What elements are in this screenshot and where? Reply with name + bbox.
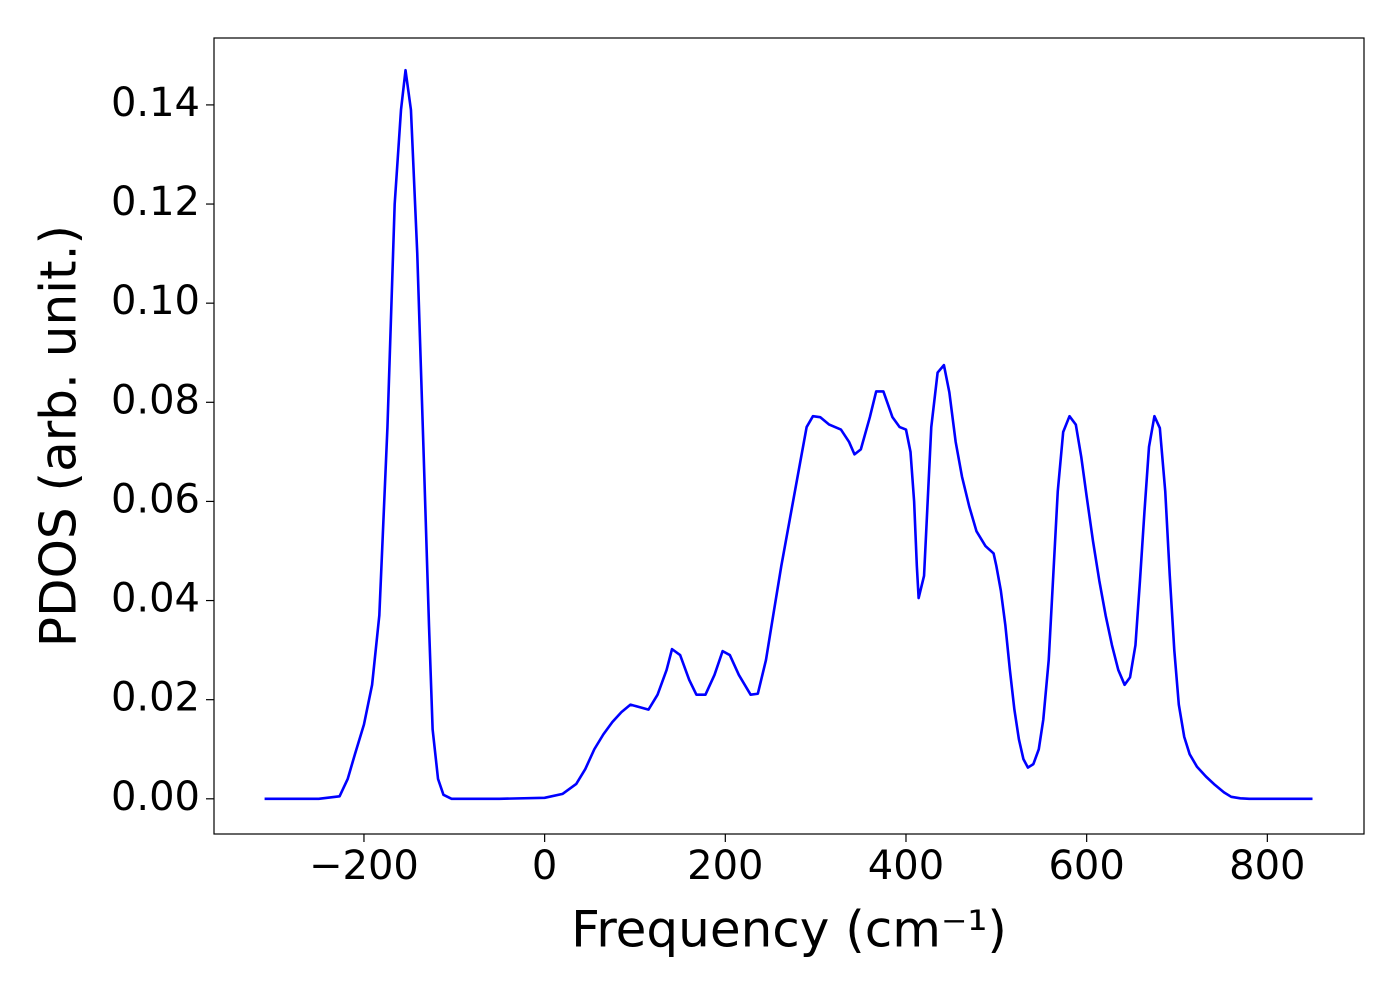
- y-tick-label: 0.04: [111, 576, 200, 622]
- x-tick-label: 0: [532, 843, 557, 889]
- y-tick-label: 0.00: [111, 774, 200, 820]
- x-tick-label: 600: [1048, 843, 1124, 889]
- y-tick-label: 0.10: [111, 278, 200, 324]
- y-tick-label: 0.12: [111, 179, 200, 225]
- x-axis-label: Frequency (cm⁻¹): [571, 901, 1007, 959]
- x-tick-label: 400: [868, 843, 944, 889]
- y-tick-label: 0.14: [111, 80, 200, 126]
- x-tick-label: 200: [687, 843, 763, 889]
- x-tick-label: −200: [309, 843, 419, 889]
- pdos-line: [264, 68, 1313, 801]
- y-axis-label: PDOS (arb. unit.): [30, 225, 88, 647]
- y-tick-label: 0.08: [111, 377, 200, 423]
- y-tick-label: 0.06: [111, 476, 200, 522]
- plot-frame: [213, 37, 1365, 835]
- x-tick-label: 800: [1229, 843, 1305, 889]
- y-tick-label: 0.02: [111, 675, 200, 721]
